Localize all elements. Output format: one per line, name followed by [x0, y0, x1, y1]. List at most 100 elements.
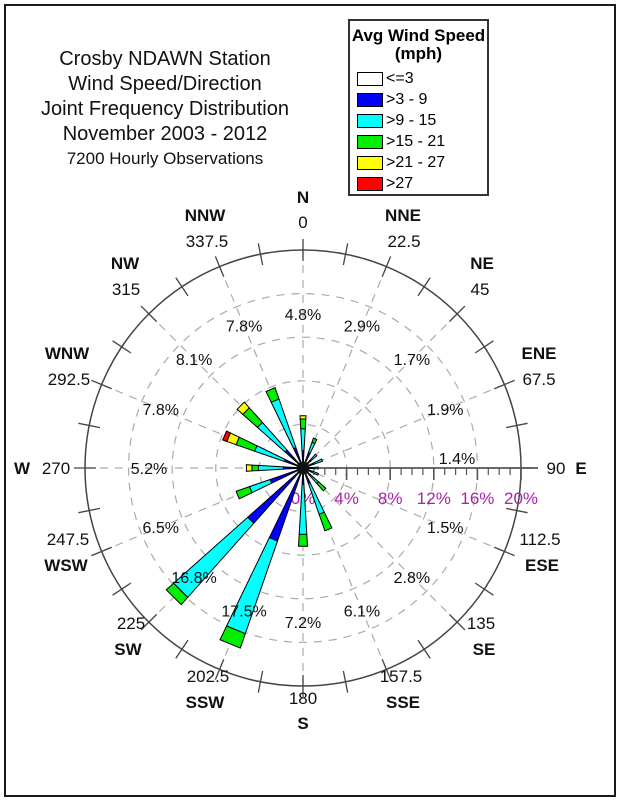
- direction-degrees-label: 67.5: [522, 370, 555, 389]
- direction-percent-label: 6.5%: [142, 520, 178, 537]
- circle-tick: [175, 639, 189, 659]
- direction-degrees-label: 337.5: [186, 232, 229, 251]
- direction-percent-label: 1.4%: [439, 451, 475, 468]
- direction-degrees-label: 112.5: [519, 530, 560, 549]
- legend-swatch-calm-icon: [357, 71, 383, 86]
- wind-petal-segment: [307, 441, 316, 454]
- circle-tick: [493, 379, 515, 390]
- circle-tick: [342, 670, 349, 693]
- wind-petal-segment: [248, 478, 273, 494]
- radial-axis-label: 4%: [334, 489, 359, 508]
- circle-tick: [381, 256, 392, 278]
- legend-item-label: >27: [386, 174, 414, 192]
- center-hub: [296, 461, 310, 475]
- direction-degrees-label: 202.5: [187, 667, 230, 686]
- direction-percent-label: 2.8%: [394, 570, 430, 587]
- direction-ray: [302, 467, 505, 552]
- wind-petal-segment: [299, 418, 307, 430]
- title-obs-count: 7200 Hourly Observations: [66, 149, 264, 168]
- wind-petal-segment: [219, 625, 246, 649]
- legend-title-line2: (mph): [394, 44, 443, 63]
- circle-tick: [342, 243, 349, 266]
- direction-name-label: SW: [114, 640, 142, 659]
- radial-axis-label: 8%: [378, 489, 403, 508]
- radial-axis-label: 20%: [504, 489, 538, 508]
- radial-axis-label: 16%: [460, 489, 494, 508]
- circle-tick: [140, 305, 158, 323]
- circle-tick: [381, 658, 392, 680]
- circle-tick: [448, 305, 466, 323]
- wind-petal-segment: [297, 533, 309, 547]
- legend-box: Avg Wind Speed (mph) <=3 >3 - 9 >9 - 15 …: [348, 19, 489, 196]
- direction-degrees-label: 270: [42, 459, 70, 478]
- direction-degrees-label: 45: [471, 280, 490, 299]
- direction-degrees-label: 225: [117, 614, 145, 633]
- wind-petal-segment: [299, 415, 307, 420]
- direction-name-label: NE: [470, 254, 494, 273]
- direction-name-label: NNW: [185, 206, 227, 225]
- legend-swatch-green-icon: [357, 134, 383, 149]
- circle-tick: [175, 277, 189, 297]
- circle-tick: [505, 422, 528, 429]
- legend-item-label: >9 - 15: [386, 111, 437, 129]
- direction-name-label: W: [14, 459, 31, 478]
- circle-tick: [214, 658, 225, 680]
- direction-percent-label: 7.2%: [285, 615, 321, 632]
- direction-ray: [302, 384, 505, 469]
- circle-tick: [474, 340, 494, 354]
- direction-degrees-label: 315: [112, 280, 140, 299]
- legend-swatch-yellow-icon: [357, 155, 383, 170]
- wind-petal-segment: [236, 401, 250, 415]
- circle-tick: [257, 670, 264, 693]
- legend-swatch-blue-icon: [357, 92, 383, 107]
- direction-name-label: NW: [111, 254, 140, 273]
- direction-ray: [302, 266, 387, 469]
- direction-percent-label: 5.2%: [131, 461, 167, 478]
- legend-item: <=3: [350, 68, 487, 89]
- direction-percent-label: 2.9%: [344, 319, 380, 336]
- direction-degrees-label: 292.5: [48, 370, 91, 389]
- wind-petal-segment: [311, 437, 318, 445]
- direction-name-label: SSE: [386, 693, 420, 712]
- direction-percent-label: 8.1%: [176, 352, 212, 369]
- direction-percent-label: 17.5%: [221, 603, 266, 620]
- legend-item-label: <=3: [386, 69, 414, 87]
- direction-percent-label: 7.8%: [142, 402, 178, 419]
- direction-name-label: E: [575, 459, 586, 478]
- circle-tick: [78, 422, 101, 429]
- legend-item: >27: [350, 173, 487, 194]
- legend-item: >21 - 27: [350, 152, 487, 173]
- wind-petal-segment: [311, 470, 320, 476]
- direction-name-label: ENE: [522, 344, 557, 363]
- circle-tick: [505, 507, 528, 514]
- direction-name-label: WSW: [44, 556, 88, 575]
- legend-title-line1: Avg Wind Speed: [351, 26, 486, 45]
- circle-tick: [112, 340, 132, 354]
- circle-tick: [493, 546, 515, 557]
- circle-tick: [78, 507, 101, 514]
- direction-percent-label: 1.5%: [427, 520, 463, 537]
- wind-petal-segment: [235, 485, 253, 500]
- direction-percent-label: 4.8%: [285, 307, 321, 324]
- direction-percent-label: 1.7%: [394, 352, 430, 369]
- circle-tick: [91, 379, 113, 390]
- wind-petal-segment: [251, 464, 259, 472]
- legend-item: >15 - 21: [350, 131, 487, 152]
- legend-title: Avg Wind Speed (mph): [350, 27, 487, 63]
- title-dist: Joint Frequency Distribution: [41, 98, 289, 120]
- circle-tick: [214, 256, 225, 278]
- direction-degrees-label: 180: [289, 689, 317, 708]
- direction-degrees-label: 247.5: [47, 530, 90, 549]
- direction-percent-label: 7.8%: [226, 319, 262, 336]
- direction-ray: [302, 467, 458, 623]
- direction-name-label: WNW: [45, 344, 90, 363]
- direction-name-label: SSW: [186, 693, 226, 712]
- circle-tick: [112, 582, 132, 596]
- legend-items: <=3 >3 - 9 >9 - 15 >15 - 21 >21 - 27 >27: [350, 68, 487, 194]
- legend-item-label: >15 - 21: [386, 132, 446, 150]
- wind-petal-segment: [245, 464, 253, 472]
- legend-swatch-cyan-icon: [357, 113, 383, 128]
- circle-tick: [417, 639, 431, 659]
